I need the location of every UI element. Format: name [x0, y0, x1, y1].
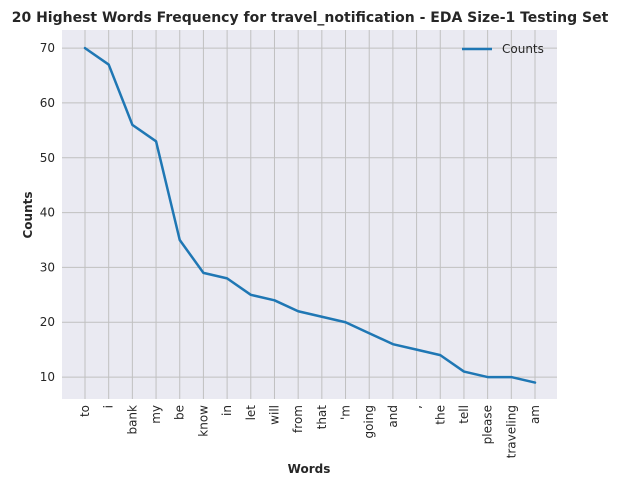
x-tick-label: tell [457, 405, 471, 424]
y-axis-label: Counts [21, 191, 35, 238]
y-tick-label: 20 [40, 315, 55, 329]
series-layer [83, 46, 537, 384]
series-line-counts [83, 46, 537, 384]
plot-area [62, 30, 557, 399]
y-axis-ticks: 10 20 30 40 50 60 70 [40, 41, 55, 384]
x-tick-label: going [362, 405, 376, 439]
y-tick-label: 50 [40, 151, 55, 165]
y-tick-label: 70 [40, 41, 55, 55]
legend-label-counts: Counts [502, 42, 544, 56]
x-tick-label: in [220, 405, 234, 416]
x-tick-label: am [528, 405, 542, 424]
x-tick-label: , [410, 405, 424, 409]
x-tick-label: from [291, 405, 305, 433]
x-tick-label: to [78, 405, 92, 417]
legend: Counts [462, 42, 544, 56]
x-tick-label: know [196, 405, 210, 437]
x-tick-label: i [102, 405, 116, 408]
x-tick-label: my [149, 405, 163, 424]
x-tick-label: be [173, 405, 187, 420]
x-tick-label: the [433, 405, 447, 425]
y-tick-label: 40 [40, 206, 55, 220]
y-tick-label: 30 [40, 260, 55, 274]
y-tick-label: 60 [40, 96, 55, 110]
x-tick-label: let [244, 405, 258, 421]
x-axis-ticks: to i bank my be know in let will from that'm going a… [78, 405, 542, 459]
x-tick-label: traveling [504, 405, 518, 458]
x-tick-label: 'm [339, 405, 353, 420]
x-tick-label: will [267, 405, 281, 425]
x-tick-label: and [386, 405, 400, 428]
x-axis-label: Words [288, 462, 331, 476]
y-tick-label: 10 [40, 370, 55, 384]
x-tick-label: bank [125, 405, 139, 435]
x-tick-label: that [315, 405, 329, 430]
x-tick-label: please [481, 405, 495, 444]
grid-lines [62, 30, 557, 399]
chart-title: 20 Highest Words Frequency for travel_no… [12, 10, 609, 26]
